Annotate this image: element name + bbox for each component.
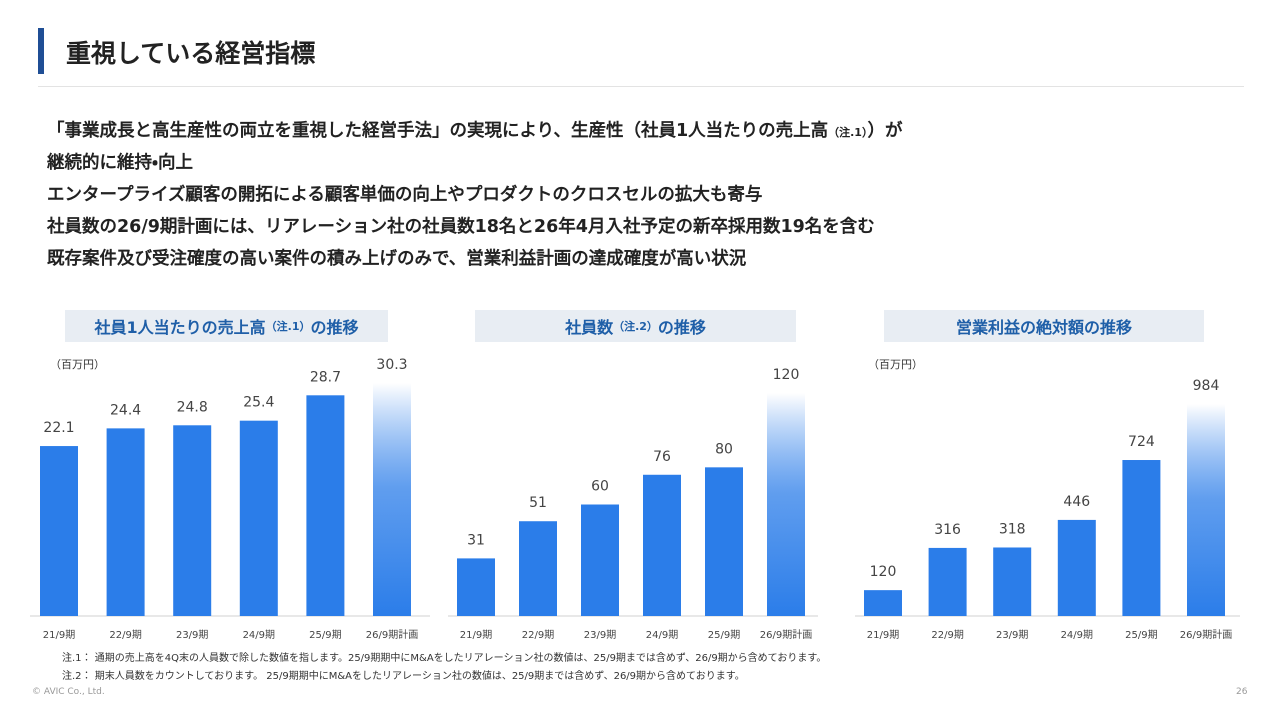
statement-text: エンタープライズ顧客の開拓による顧客単価の向上やプロダクトのクロスセルの拡大も寄… <box>47 185 763 205</box>
value-label: 60 <box>591 479 609 495</box>
bar-chart: 22.1 21/9期 24.4 22/9期 24.8 23/9期 25.4 24/9期 28.7… <box>30 357 430 641</box>
chart-title-text: 社員1人当たりの売上高 <box>94 318 266 337</box>
page-number: 26 <box>1236 687 1248 697</box>
bar <box>173 425 212 616</box>
statement-text: 既存案件及び受注確度の高い案件の積み上げのみで、営業利益計画の達成確度が高い状況 <box>47 249 747 269</box>
statement: エンタープライズ顧客の開拓による顧客単価の向上やプロダクトのクロスセルの拡大も寄… <box>47 180 902 210</box>
value-label: 22.1 <box>43 420 74 436</box>
chart-title-note: （注.2） <box>613 320 658 333</box>
note: 注.1： 通期の売上高を4Q末の人員数で除した数値を指します。25/9期期中にM… <box>62 653 827 664</box>
category-label: 21/9期 <box>460 629 492 641</box>
bar <box>643 474 681 616</box>
bar <box>373 383 411 616</box>
category-label: 21/9期 <box>43 629 75 641</box>
category-label: 26/9期計画 <box>760 629 812 641</box>
category-label: 25/9期 <box>309 629 341 641</box>
bar <box>581 504 619 616</box>
slide-title: 重視している経営指標 <box>66 39 316 68</box>
category-label: 23/9期 <box>996 629 1028 641</box>
chart-title: 社員数 （注.2） の推移 <box>475 310 796 342</box>
value-label: 24.4 <box>110 402 141 418</box>
value-label: 76 <box>653 449 671 465</box>
value-label: 120 <box>773 367 800 383</box>
bar <box>705 467 743 616</box>
bar <box>1122 460 1161 616</box>
statement-text: 継続的に維持・向上 <box>47 153 193 173</box>
category-label: 26/9期計画 <box>366 629 418 641</box>
category-label: 22/9期 <box>931 629 963 641</box>
bar <box>993 547 1032 616</box>
category-label: 23/9期 <box>176 629 208 641</box>
category-label: 24/9期 <box>646 629 678 641</box>
bar <box>1187 404 1225 616</box>
statements: 「事業成長と高生産性の両立を重視した経営手法」の実現により、生産性（社員1人当た… <box>47 116 902 276</box>
value-label: 24.8 <box>177 399 208 415</box>
statement-text: （注.1） <box>828 126 868 139</box>
statement-text: ）が <box>867 121 903 141</box>
bar-chart: 120 21/9期 316 22/9期 318 23/9期 446 24/9期 724 25/9期… <box>855 378 1240 641</box>
category-label: 21/9期 <box>867 629 899 641</box>
statement: 社員数の26/9期計画には、リアレーション社の社員数18名と26年4月入社予定の… <box>47 212 902 242</box>
value-label: 28.7 <box>310 369 341 385</box>
chart-title-text: 社員数 <box>565 318 614 337</box>
category-label: 25/9期 <box>708 629 740 641</box>
value-label: 724 <box>1128 434 1155 450</box>
chart-title: 営業利益の絶対額の推移 <box>884 310 1204 342</box>
bar <box>767 393 805 616</box>
bar <box>40 446 78 616</box>
divider <box>38 86 1244 87</box>
copyright: © AVIC Co., Ltd. <box>32 687 105 697</box>
value-label: 316 <box>934 522 961 538</box>
notes: 注.1： 通期の売上高を4Q末の人員数で除した数値を指します。25/9期期中にM… <box>62 650 826 686</box>
bar <box>928 547 967 616</box>
value-label: 446 <box>1063 494 1090 510</box>
chart-title: 社員1人当たりの売上高 （注.1） の推移 <box>65 310 388 342</box>
note: 注.2： 期末人員数をカウントしております。 25/9期期中にM&Aをしたリアレ… <box>62 671 745 682</box>
unit-label: （百万円） <box>868 358 923 371</box>
category-label: 24/9期 <box>243 629 275 641</box>
category-label: 25/9期 <box>1125 629 1157 641</box>
category-label: 24/9期 <box>1061 629 1093 641</box>
chart-title-note: （注.1） <box>265 320 311 333</box>
chart-title-text: 営業利益の絶対額の推移 <box>955 318 1132 337</box>
bar <box>106 428 145 616</box>
category-label: 22/9期 <box>109 629 141 641</box>
bar <box>519 521 557 616</box>
value-label: 318 <box>999 521 1026 537</box>
value-label: 51 <box>529 495 547 511</box>
value-label: 120 <box>870 564 897 580</box>
title-accent <box>38 28 44 74</box>
unit-label: （百万円） <box>50 358 105 371</box>
category-label: 26/9期計画 <box>1180 629 1232 641</box>
bar <box>864 590 902 616</box>
statement-text: 「事業成長と高生産性の両立を重視した経営手法」の実現により、生産性（社員1人当た… <box>47 121 829 141</box>
value-label: 25.4 <box>243 395 274 411</box>
chart-title-suffix: の推移 <box>310 318 359 337</box>
category-label: 23/9期 <box>584 629 616 641</box>
bar <box>1057 519 1096 616</box>
value-label: 80 <box>715 441 733 457</box>
value-label: 31 <box>467 532 485 548</box>
bar <box>239 420 278 616</box>
value-label: 984 <box>1193 378 1220 394</box>
bar <box>306 395 345 616</box>
bar <box>457 558 495 616</box>
bar-chart: 31 21/9期 51 22/9期 60 23/9期 76 24/9期 80 25/9期 120 26… <box>448 367 818 641</box>
statement: 「事業成長と高生産性の両立を重視した経営手法」の実現により、生産性（社員1人当た… <box>47 116 902 178</box>
chart-title-suffix: の推移 <box>657 318 706 337</box>
category-label: 22/9期 <box>522 629 554 641</box>
value-label: 30.3 <box>376 357 407 373</box>
statement-text: 社員数の26/9期計画には、リアレーション社の社員数18名と26年4月入社予定の… <box>47 217 875 237</box>
statement: 既存案件及び受注確度の高い案件の積み上げのみで、営業利益計画の達成確度が高い状況 <box>47 244 902 274</box>
